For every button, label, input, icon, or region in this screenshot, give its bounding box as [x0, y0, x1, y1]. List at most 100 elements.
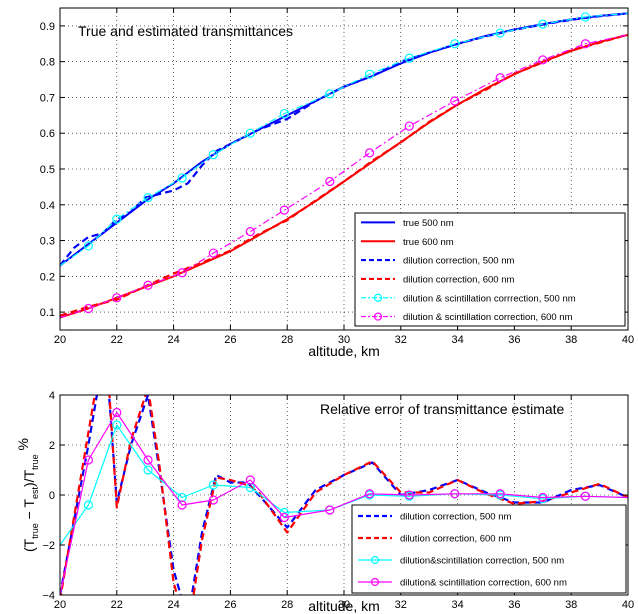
- series-6-marker: [580, 39, 591, 49]
- series-4-marker: [112, 407, 122, 418]
- series-5-marker: [325, 89, 335, 99]
- series-5-marker: [364, 69, 375, 79]
- legend-marker: [373, 293, 383, 302]
- series-line-4: [60, 33, 628, 317]
- series-4-marker: [538, 492, 548, 503]
- series-6-marker: [538, 55, 548, 65]
- series-6-marker: [279, 205, 289, 215]
- x-tick-label: 26: [224, 334, 236, 346]
- x-tick-label: 28: [281, 599, 293, 611]
- series-3-marker: [143, 465, 153, 475]
- series-line-3: [60, 12, 628, 267]
- legend-label: dilution correction, 500 nm: [403, 256, 515, 267]
- legend-label: true 600 nm: [403, 237, 454, 248]
- x-tick-label: 20: [54, 599, 66, 611]
- chart-1-series: [60, 12, 628, 319]
- series-4-marker: [325, 505, 335, 515]
- series-6-marker: [364, 148, 375, 158]
- ylabel-sub-true: true: [30, 523, 40, 539]
- x-tick-label: 28: [281, 334, 293, 346]
- series-6-marker: [83, 303, 94, 314]
- chart-1-legend: true 500 nm true 600 nm dilution correctio…: [354, 212, 626, 327]
- series-4-marker: [83, 455, 94, 465]
- series-3-marker: [208, 480, 218, 490]
- series-5-marker: [279, 108, 289, 119]
- legend-marker: [370, 577, 380, 587]
- x-tick-label: 26: [224, 599, 236, 611]
- series-5-marker: [208, 150, 218, 160]
- series-4-marker: [450, 489, 460, 499]
- legend-label: dilution correction, 500 nm: [400, 512, 512, 523]
- ylabel-open: (T: [21, 538, 37, 552]
- legend-label: dilution& scintillation correction, 600 …: [400, 578, 567, 589]
- series-5-marker: [495, 28, 505, 38]
- chart-1-x-axis-label: altitude, km: [308, 343, 380, 359]
- chart-2-x-axis-label: altitude, km: [308, 598, 380, 614]
- y-tick-label: 0.5: [40, 164, 55, 176]
- series-6-marker: [495, 73, 505, 83]
- x-tick-label: 32: [395, 334, 407, 346]
- x-tick-label: 30: [338, 599, 350, 611]
- y-tick-label: 0.7: [40, 92, 55, 104]
- series-line-4: [60, 411, 628, 595]
- x-tick-label: 40: [622, 599, 634, 611]
- chart-1-title: True and estimated transmittances: [78, 23, 293, 39]
- y-tick-label: 2: [49, 440, 55, 452]
- series-line-2: [60, 395, 628, 595]
- series-line-2: [60, 33, 628, 319]
- y-tick-label: 0: [49, 490, 55, 502]
- legend-label: true 500 nm: [403, 218, 454, 229]
- x-tick-label: 30: [338, 334, 350, 346]
- series-line-5: [60, 12, 628, 267]
- series-5-marker: [538, 19, 548, 29]
- x-tick-label: 24: [167, 599, 179, 611]
- series-5-marker: [245, 128, 255, 138]
- chart-2-legend: dilution correction, 500 nm dilution corr…: [351, 504, 627, 594]
- x-tick-label: 34: [451, 599, 463, 611]
- series-5-marker: [177, 173, 187, 183]
- series-4-marker: [404, 490, 414, 500]
- x-tick-label: 34: [451, 334, 463, 346]
- series-6-marker: [208, 248, 218, 258]
- series-line-6: [60, 34, 628, 319]
- x-tick-label: 38: [565, 334, 577, 346]
- y-tick-label: 0.8: [40, 57, 55, 69]
- series-5-marker: [83, 241, 94, 251]
- x-tick-label: 32: [395, 599, 407, 611]
- y-tick-label: 0.3: [40, 236, 55, 248]
- series-6-marker: [112, 293, 122, 303]
- series-5-marker: [450, 39, 460, 49]
- chart-1: 20 22 24 26 28 30 32 34 36 38 40 0.1 0.2 0.3 0.4 0.5 0.6…: [40, 7, 634, 359]
- chart-2-title: Relative error of transmittance estimate: [320, 401, 565, 417]
- series-3-marker: [83, 500, 94, 510]
- legend-box: [354, 212, 626, 327]
- legend-label: dilution correction, 600 nm: [403, 274, 515, 285]
- x-tick-label: 20: [54, 334, 66, 346]
- ylabel-sub-true2: true: [30, 454, 40, 470]
- y-tick-label: 0.2: [40, 271, 55, 283]
- series-5-marker: [143, 193, 153, 203]
- legend-label: dilution & scintillation correction, 600…: [403, 312, 573, 323]
- legend-marker: [373, 312, 383, 321]
- x-tick-label: 36: [508, 334, 520, 346]
- ylabel-minus: − T: [21, 499, 37, 524]
- series-6-marker: [325, 176, 335, 187]
- series-4-marker: [143, 455, 153, 465]
- series-6-marker: [143, 280, 153, 290]
- x-tick-label: 36: [508, 599, 520, 611]
- series-5-marker: [112, 214, 122, 224]
- legend-box: [351, 504, 627, 594]
- ylabel-sub-est: est: [30, 486, 40, 499]
- series-5-marker: [580, 12, 591, 22]
- chart-2-series: [60, 395, 628, 595]
- x-tick-label: 22: [111, 599, 123, 611]
- series-4-marker: [245, 475, 255, 485]
- series-4-marker: [580, 491, 591, 501]
- x-tick-label: 40: [622, 334, 634, 346]
- series-6-marker: [450, 96, 460, 106]
- y-tick-label: 0.6: [40, 128, 55, 140]
- y-tick-label: −4: [42, 590, 55, 602]
- series-4-marker: [364, 489, 375, 499]
- x-tick-label: 24: [167, 334, 179, 346]
